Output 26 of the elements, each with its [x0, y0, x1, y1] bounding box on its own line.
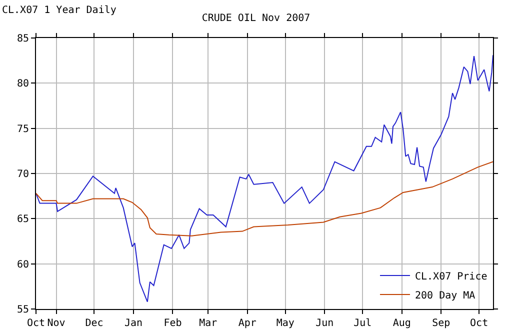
y-tick-label: 75	[16, 124, 29, 135]
x-tick-label: May	[276, 318, 294, 329]
x-tick-label: Jan	[124, 318, 143, 329]
x-tick-label: Mar	[199, 318, 218, 329]
line-series	[36, 161, 493, 236]
x-tick-label: Jun	[316, 318, 334, 329]
chart-title: CRUDE OIL Nov 2007	[202, 13, 310, 24]
x-tick-label: Nov	[47, 318, 66, 329]
chart-subtitle: CL.X07 1 Year Daily	[2, 5, 116, 16]
y-tick-label: 85	[16, 34, 29, 44]
x-tick-label: Oct	[470, 318, 488, 329]
x-tick-label: Sep	[432, 318, 450, 329]
x-tick-label: Aug	[392, 318, 411, 329]
x-tick-label: Jul	[354, 318, 372, 329]
y-tick-label: 80	[16, 78, 29, 90]
legend-label: 200 Day MA	[415, 290, 476, 302]
legend-label: CL.X07 Price	[415, 271, 488, 282]
y-tick-label: 60	[16, 259, 29, 270]
x-tick-label: Dec	[85, 318, 104, 329]
y-tick-label: 65	[16, 214, 29, 226]
y-tick-label: 55	[16, 304, 29, 316]
x-tick-label: Feb	[164, 318, 182, 329]
line-series	[36, 54, 493, 302]
y-tick-label: 70	[16, 169, 29, 180]
x-tick-label: Apr	[238, 318, 256, 329]
x-tick-label: Oct	[26, 318, 46, 329]
